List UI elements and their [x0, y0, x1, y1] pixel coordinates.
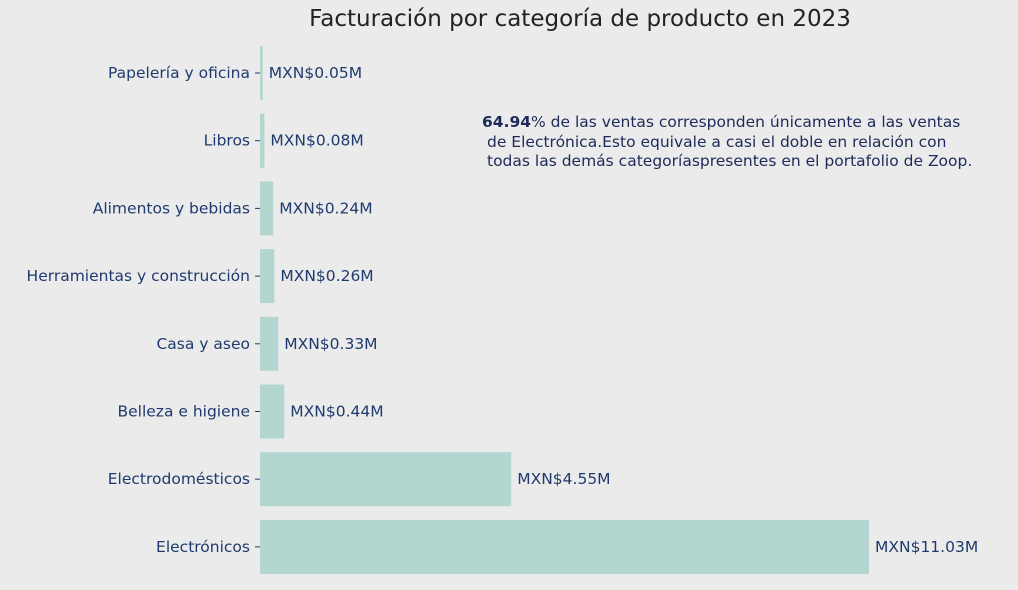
bar-5 — [260, 384, 285, 439]
y-tick-label: Papelería y oficina — [108, 64, 250, 82]
bar-value-label: MXN$0.26M — [280, 267, 373, 285]
annotation-line-3: todas las demás categoríaspresentes en e… — [487, 152, 973, 170]
bar-value-label: MXN$0.24M — [279, 199, 372, 217]
bar-value-label: MXN$0.08M — [270, 132, 363, 150]
y-tick-label: Herramientas y construcción — [27, 267, 250, 285]
y-tick-label: Libros — [204, 132, 250, 150]
annotation-line-2: de Electrónica.Esto equivale a casi el d… — [487, 132, 947, 151]
bar-2 — [260, 181, 274, 236]
annotation-line-1-text: % de las ventas corresponden únicamente … — [531, 113, 961, 131]
bar-7 — [260, 519, 869, 574]
annotation-line-1: 64.94% de las ventas corresponden únicam… — [482, 113, 972, 133]
bar-0 — [260, 46, 263, 100]
bar-value-label: MXN$0.05M — [269, 64, 362, 82]
bar-value-label: MXN$0.44M — [290, 403, 383, 421]
bar-3 — [260, 249, 275, 304]
y-tick-label: Electrodomésticos — [108, 470, 250, 488]
annotation-highlight: 64.94 — [482, 113, 532, 131]
bar-value-label: MXN$4.55M — [517, 470, 610, 488]
y-tick-label: Casa y aseo — [156, 335, 250, 353]
bar-6 — [260, 452, 512, 507]
y-tick-label: Electrónicos — [156, 538, 250, 556]
bar-value-label: MXN$0.33M — [284, 335, 377, 353]
bar-value-label: MXN$11.03M — [875, 538, 978, 556]
y-tick-label: Belleza e higiene — [117, 403, 250, 421]
bar-1 — [260, 113, 265, 168]
insight-annotation: 64.94% de las ventas corresponden únicam… — [482, 113, 972, 172]
chart-title: Facturación por categoría de producto en… — [309, 6, 851, 32]
bar-4 — [260, 316, 279, 371]
y-tick-label: Alimentos y bebidas — [93, 199, 250, 217]
